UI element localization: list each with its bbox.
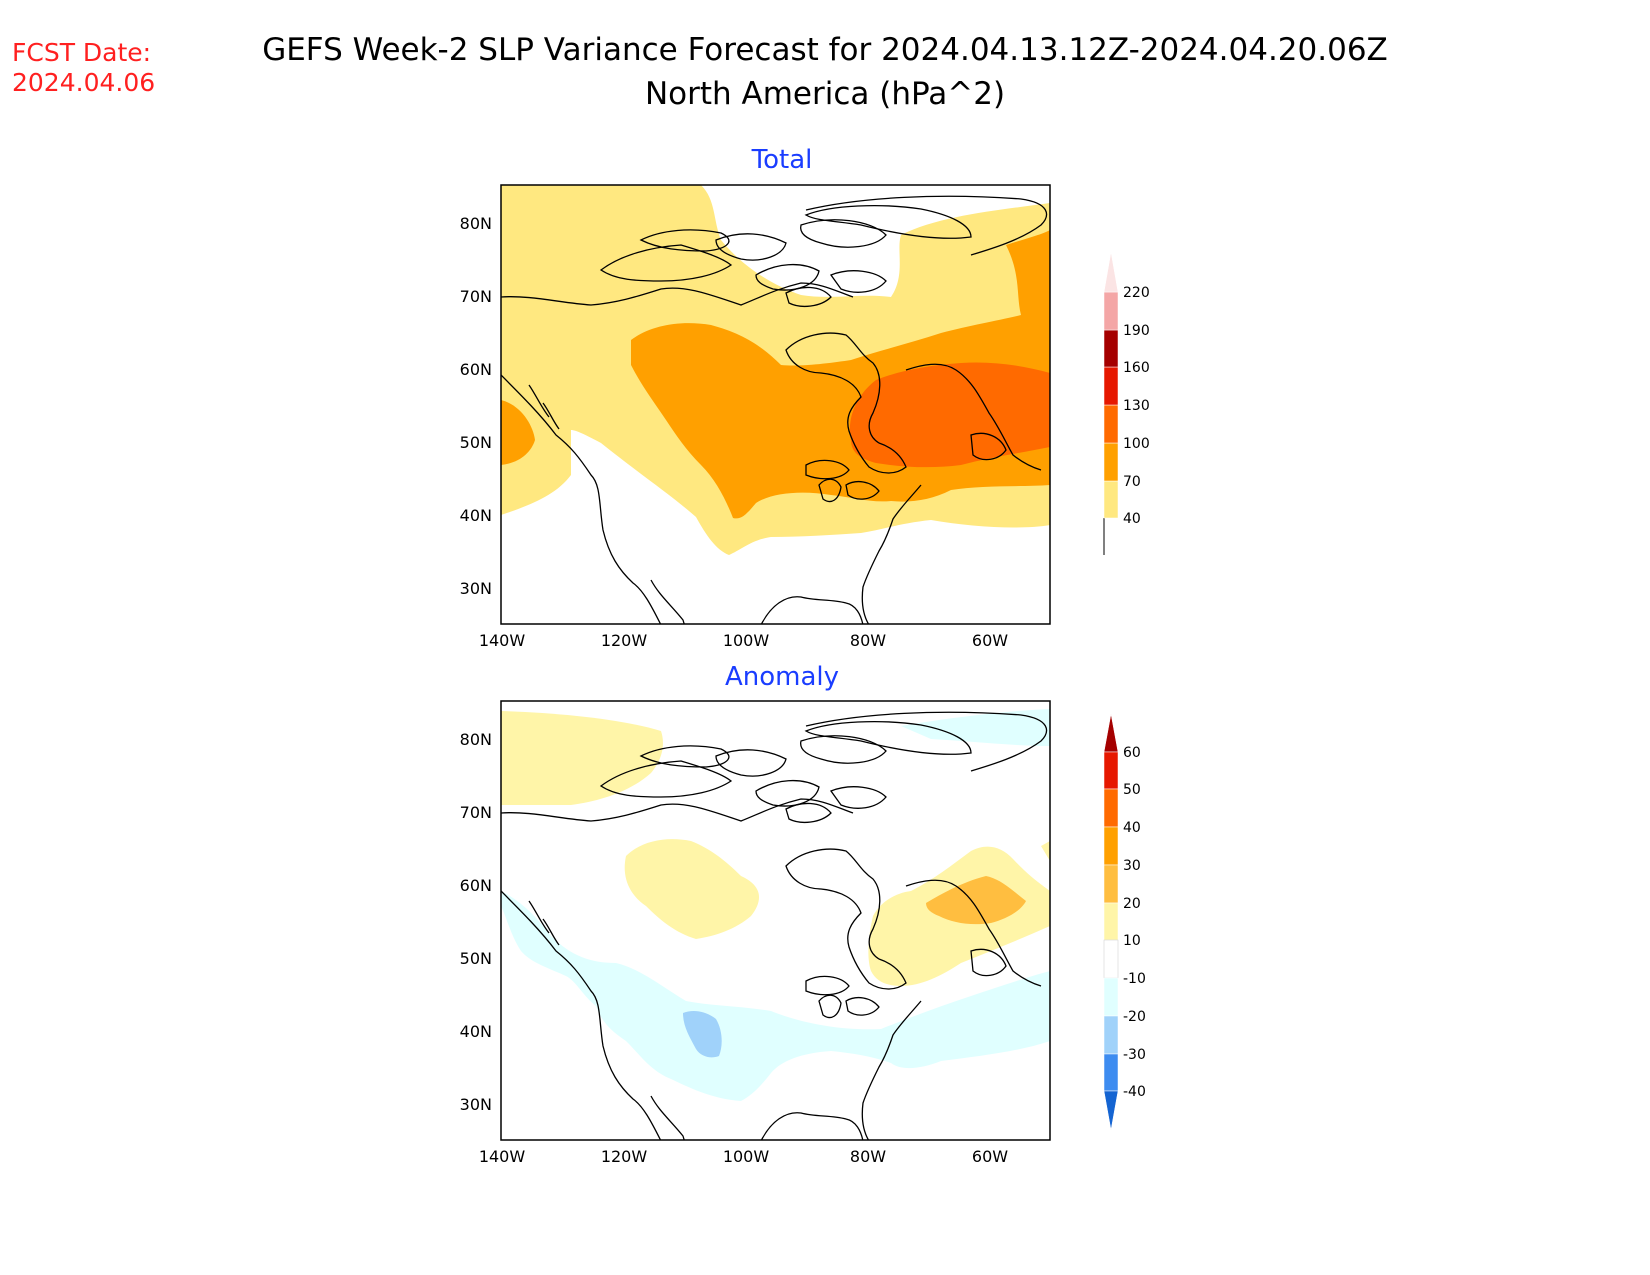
- lat-label: 30N: [460, 579, 492, 598]
- colorbar-total-label: 130: [1123, 398, 1150, 414]
- map-frame-total: [500, 184, 1051, 625]
- lon-label: 140W: [479, 631, 526, 650]
- lon-label: 60W: [972, 1147, 1008, 1166]
- lat-label: 50N: [460, 433, 492, 452]
- colorbar-anomaly-bottom-triangle: [1103, 1090, 1119, 1131]
- colorbar-anomaly-swatch: [1103, 1053, 1119, 1092]
- total-contour-70-west: [501, 400, 535, 465]
- lat-labels-anomaly: 80N 70N 60N 50N 40N 30N: [460, 730, 492, 1114]
- colorbar-total-swatch: [1103, 366, 1119, 406]
- lon-label: 80W: [850, 631, 886, 650]
- lon-label: 140W: [479, 1147, 526, 1166]
- colorbar-anomaly-label: -10: [1123, 971, 1146, 987]
- lat-label: 60N: [460, 360, 492, 379]
- panel-title-total: Total: [751, 145, 813, 175]
- sub-title: North America (hPa^2): [644, 76, 1006, 112]
- forecast-date-value: 2024.04.06: [12, 68, 156, 97]
- lat-label: 50N: [460, 949, 492, 968]
- lat-label: 30N: [460, 1095, 492, 1114]
- panel-title-anomaly: Anomaly: [725, 662, 839, 692]
- colorbar-total-label: 190: [1123, 323, 1150, 339]
- lat-label: 70N: [460, 287, 492, 306]
- colorbar-total-top-triangle: [1103, 251, 1119, 293]
- colorbar-anomaly-swatch: [1103, 864, 1119, 904]
- map-frame-anomaly: [500, 700, 1051, 1141]
- colorbar-anomaly-swatch: [1103, 826, 1119, 866]
- colorbar-total: 40 70 100 130 160 190 220: [1103, 251, 1150, 555]
- colorbar-total-swatch: [1103, 404, 1119, 444]
- lat-labels-total: 80N 70N 60N 50N 40N 30N: [460, 214, 492, 598]
- colorbar-total-label: 160: [1123, 360, 1150, 376]
- colorbar-anomaly-label: -40: [1123, 1084, 1146, 1100]
- lon-label: 100W: [723, 1147, 770, 1166]
- colorbar-total-label: 220: [1123, 285, 1150, 301]
- colorbar-anomaly-label: 10: [1123, 933, 1141, 949]
- main-title: GEFS Week-2 SLP Variance Forecast for 20…: [262, 32, 1388, 68]
- forecast-date-label: FCST Date:: [12, 38, 152, 67]
- colorbar-anomaly-label: -30: [1123, 1047, 1146, 1063]
- colorbar-total-label: 40: [1123, 511, 1141, 527]
- lon-label: 120W: [601, 631, 648, 650]
- colorbar-anomaly-swatch: [1103, 1015, 1119, 1055]
- colorbar-anomaly-swatch: [1103, 751, 1119, 790]
- anomaly-contour-20: [926, 876, 1026, 925]
- colorbar-anomaly-label: 30: [1123, 858, 1141, 874]
- colorbar-anomaly-label: 50: [1123, 782, 1141, 798]
- lat-label: 70N: [460, 803, 492, 822]
- lon-labels-anomaly: 140W 120W 100W 80W 60W: [479, 1147, 1008, 1166]
- lon-labels-total: 140W 120W 100W 80W 60W: [479, 631, 1008, 650]
- colorbar-total-swatch: [1103, 291, 1119, 331]
- lat-label: 80N: [460, 730, 492, 749]
- lat-label: 40N: [460, 1022, 492, 1041]
- colorbar-total-swatch: [1103, 442, 1119, 482]
- anomaly-contour-neg10: [501, 891, 1050, 1101]
- colorbar-total-label: 70: [1123, 474, 1141, 490]
- colorbar-total-label: 100: [1123, 436, 1150, 452]
- lon-label: 120W: [601, 1147, 648, 1166]
- anomaly-contour-neg10-north: [901, 709, 1050, 746]
- lon-label: 80W: [850, 1147, 886, 1166]
- colorbar-total-swatch: [1103, 329, 1119, 368]
- lat-label: 80N: [460, 214, 492, 233]
- anomaly-contour-10-arctic: [501, 711, 663, 805]
- lon-label: 60W: [972, 631, 1008, 650]
- anomaly-contour-neg20: [683, 1011, 722, 1058]
- colorbar-anomaly-swatch: [1103, 977, 1119, 1017]
- colorbar-anomaly-swatch: [1103, 902, 1119, 941]
- colorbar-anomaly-top-triangle: [1103, 713, 1119, 753]
- colorbar-anomaly-label: 60: [1123, 745, 1141, 761]
- colorbar-anomaly-label: 20: [1123, 896, 1141, 912]
- lat-label: 60N: [460, 876, 492, 895]
- anomaly-contour-10-prairie: [624, 839, 760, 939]
- map-panel-anomaly: [500, 700, 1051, 1141]
- lat-label: 40N: [460, 506, 492, 525]
- colorbar-anomaly-label: -20: [1123, 1009, 1146, 1025]
- colorbar-anomaly-swatch: [1103, 939, 1119, 979]
- colorbar-anomaly: 60 50 40 30 20 10 -10 -20 -30 -40: [1103, 713, 1146, 1131]
- map-panel-total: [500, 184, 1051, 625]
- lon-label: 100W: [723, 631, 770, 650]
- anomaly-contour-10-ne: [1041, 841, 1050, 861]
- colorbar-anomaly-label: 40: [1123, 820, 1141, 836]
- colorbar-anomaly-swatch: [1103, 788, 1119, 828]
- colorbar-total-swatch: [1103, 480, 1119, 519]
